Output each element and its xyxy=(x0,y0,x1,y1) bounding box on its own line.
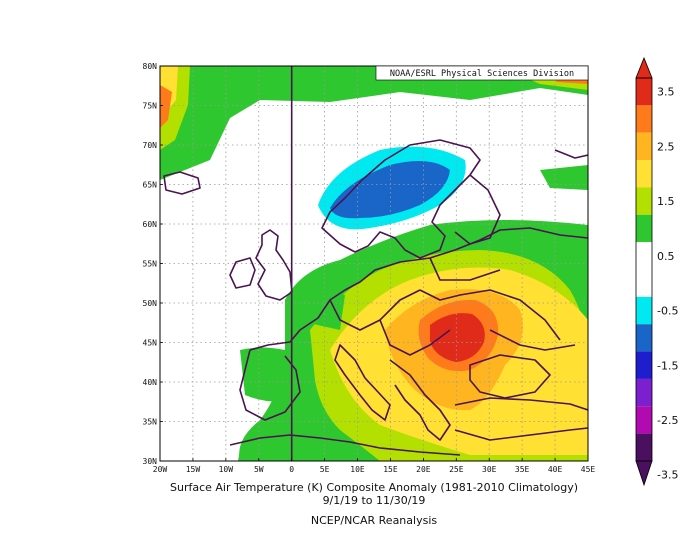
longitude-tick-label: 20W xyxy=(153,465,168,474)
arctic-warm-band xyxy=(160,66,588,180)
longitude-tick-label: 5W xyxy=(254,465,264,474)
scandinavia-cold-dark xyxy=(330,161,450,219)
caption-date-range: 9/1/19 to 11/30/19 xyxy=(323,494,426,507)
colorbar-segment xyxy=(636,378,652,407)
colorbar-segment xyxy=(636,269,652,297)
turkey-north-coast xyxy=(454,397,588,411)
colorbar-segment xyxy=(636,433,652,461)
colorbar-level-label: 2.5 xyxy=(657,140,675,153)
black-sea-outline xyxy=(469,354,551,399)
latitude-tick-label: 65N xyxy=(143,181,158,190)
colorbar-level-label: 3.5 xyxy=(657,86,675,99)
longitude-tick-label: 25E xyxy=(449,465,464,474)
longitude-tick-label: 15W xyxy=(186,465,201,474)
colorbar-segment xyxy=(636,132,652,161)
barents-warm xyxy=(540,165,588,190)
colorbar-segment xyxy=(636,351,652,379)
border-line-2 xyxy=(379,319,451,356)
continental-north-coast xyxy=(249,227,588,351)
latitude-tick-label: 60N xyxy=(143,220,158,229)
colorbar-segment xyxy=(636,105,652,133)
colorbar-segment xyxy=(636,78,652,106)
kola-outline xyxy=(554,149,588,159)
colorbar-segment xyxy=(636,296,652,325)
border-line-3 xyxy=(419,289,561,341)
longitude-tick-label: 10E xyxy=(350,465,365,474)
colorbar-segment xyxy=(636,242,652,270)
border-line-4 xyxy=(429,257,501,281)
scandinavia-outline xyxy=(321,139,481,259)
colorbar-segment xyxy=(636,324,652,352)
arctic-warm-peak xyxy=(160,85,172,128)
iceland-outline xyxy=(163,171,201,195)
colorbar-bottom-arrow xyxy=(635,460,653,487)
colorbar-segment xyxy=(636,214,652,243)
latitude-tick-label: 75N xyxy=(143,102,158,111)
longitude-tick-labels: 20W 15W 10W 5W 0 5E 10E 15E 20E 25E 30E 35E 40E 45E xyxy=(153,458,596,474)
colorbar-level-label: -1.5 xyxy=(657,359,678,372)
colorbar-segment xyxy=(636,160,652,188)
longitude-tick-label: 45E xyxy=(581,465,596,474)
longitude-tick-label: 5E xyxy=(320,465,330,474)
latitude-tick-label: 30N xyxy=(143,457,158,466)
caption-source: NCEP/NCAR Reanalysis xyxy=(311,514,437,527)
ireland-outline xyxy=(229,257,256,289)
colorbar-level-label: 0.5 xyxy=(657,250,675,263)
colorbar-level-label: -3.5 xyxy=(657,469,678,482)
anomaly-field xyxy=(160,66,588,461)
colorbar-top-arrow xyxy=(635,56,653,79)
africa-warm-patch xyxy=(238,445,275,461)
latitude-tick-label: 35N xyxy=(143,418,158,427)
latitude-tick-label: 50N xyxy=(143,299,158,308)
colorbar-level-label: -2.5 xyxy=(657,414,678,427)
iberia-outline xyxy=(239,349,301,421)
caption-title: Surface Air Temperature (K) Composite An… xyxy=(170,481,578,494)
colorbar-segment xyxy=(636,406,652,434)
balkans-outline xyxy=(389,359,451,441)
longitude-tick-label: 0 xyxy=(289,465,294,474)
colorbar-level-label: 1.5 xyxy=(657,195,675,208)
colorbar-labels: 3.5 2.5 1.5 0.5 -0.5 -1.5 -2.5 -3.5 xyxy=(657,86,678,482)
turkey-south-coast xyxy=(454,427,588,441)
great-britain-outline xyxy=(255,229,293,301)
france-warm-patch xyxy=(295,293,345,330)
colorbar xyxy=(635,56,653,487)
carpathian-warm-core xyxy=(430,313,485,362)
latitude-tick-label: 55N xyxy=(143,260,158,269)
map-grid xyxy=(160,66,588,461)
longitude-tick-label: 10W xyxy=(219,465,234,474)
longitude-tick-label: 35E xyxy=(515,465,530,474)
latitude-tick-labels: 30N 35N 40N 45N 50N 55N 60N 65N 70N 75N 80N xyxy=(143,62,163,466)
latitude-tick-label: 70N xyxy=(143,141,158,150)
colorbar-segment xyxy=(636,187,652,215)
attribution-box xyxy=(375,65,589,81)
coastlines xyxy=(163,66,588,456)
longitude-tick-label: 40E xyxy=(548,465,563,474)
colorbar-frame xyxy=(635,77,653,462)
iberia-warm-patch xyxy=(240,347,290,402)
latitude-tick-label: 45N xyxy=(143,339,158,348)
italy-outline xyxy=(334,344,391,421)
longitude-tick-label: 15E xyxy=(383,465,398,474)
latitude-tick-label: 40N xyxy=(143,378,158,387)
colorbar-level-label: -0.5 xyxy=(657,305,678,318)
border-line-1 xyxy=(329,289,421,331)
finland-outline xyxy=(454,174,501,245)
latitude-tick-label: 80N xyxy=(143,62,158,71)
longitude-tick-label: 30E xyxy=(482,465,497,474)
border-line-5 xyxy=(489,329,576,351)
attribution-text: NOAA/ESRL Physical Sciences Division xyxy=(390,69,574,79)
longitude-tick-label: 20E xyxy=(416,465,431,474)
north-africa-coast xyxy=(229,434,461,456)
